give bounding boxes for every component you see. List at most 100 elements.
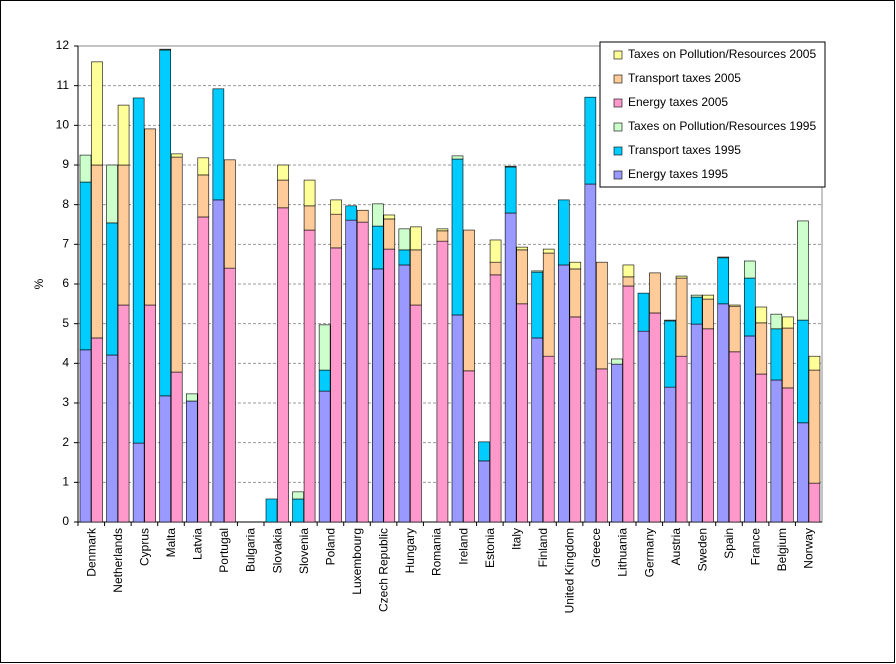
y-tick-label: 4 — [62, 356, 69, 370]
bar-segment — [318, 324, 331, 371]
bar-segment — [170, 156, 183, 373]
bar-segment — [770, 379, 783, 523]
bar-segment — [330, 199, 342, 215]
bar-segment — [144, 128, 156, 306]
bar-segment — [622, 276, 635, 287]
bar-segment — [557, 264, 570, 523]
bar-segment — [398, 264, 411, 523]
x-tick-label: Lithuania — [616, 528, 630, 577]
x-tick-label: Malta — [164, 528, 178, 558]
bar-segment — [277, 164, 289, 181]
bar-segment — [117, 304, 130, 523]
bar-segment — [516, 303, 528, 523]
bar-segment — [675, 355, 688, 523]
bar-segment — [531, 270, 544, 273]
bar-segment — [91, 164, 103, 339]
bar-segment — [478, 441, 490, 462]
bar-segment — [542, 248, 555, 254]
bar-segment — [808, 369, 821, 484]
bar-segment — [292, 498, 304, 523]
bar-segment — [675, 277, 688, 357]
bar-segment — [117, 164, 130, 306]
bar-segment — [356, 209, 369, 223]
legend-swatch — [613, 50, 623, 60]
bar-segment — [117, 104, 130, 166]
legend-swatch — [613, 122, 623, 132]
bar-segment — [451, 314, 464, 523]
bar-segment — [383, 248, 396, 523]
bar-segment — [664, 386, 676, 523]
bar-segment — [516, 246, 528, 251]
y-tick-label: 2 — [62, 435, 69, 449]
bar-segment — [569, 268, 582, 318]
bar-segment — [664, 319, 676, 322]
bar-segment — [292, 491, 304, 500]
legend-swatch — [613, 98, 623, 108]
bar-segment — [371, 225, 384, 270]
bar-segment — [797, 422, 809, 523]
bar-segment — [649, 272, 661, 314]
bar-segment — [132, 97, 145, 444]
bar-segment — [717, 256, 730, 259]
bar-segment — [463, 370, 475, 523]
x-tick-label: Denmark — [84, 527, 98, 577]
bar-segment — [398, 249, 411, 266]
bar-segment — [79, 154, 92, 183]
bar-segment — [808, 355, 821, 371]
y-axis-label: % — [32, 278, 46, 289]
bar-segment — [728, 305, 741, 353]
bar-segment — [277, 207, 289, 523]
bar-segment — [584, 183, 597, 523]
x-tick-label: Germany — [642, 528, 656, 577]
x-tick-label: France — [749, 528, 763, 566]
x-tick-label: Latvia — [191, 528, 205, 560]
x-tick-label: Finland — [536, 528, 550, 567]
bar-segment — [637, 330, 650, 523]
bar-segment — [489, 274, 502, 523]
x-tick-label: Czech Republic — [377, 528, 391, 612]
bar-segment — [797, 220, 809, 321]
bar-segment — [212, 88, 225, 201]
bar-segment — [504, 212, 517, 523]
bar-segment — [170, 153, 183, 158]
bar-segment — [410, 226, 422, 251]
x-tick-label: Luxembourg — [350, 528, 364, 595]
bar-segment — [557, 199, 570, 266]
bar-segment — [436, 230, 449, 242]
bar-segment — [132, 442, 145, 523]
bar-segment — [743, 335, 756, 523]
bar-segment — [782, 327, 794, 389]
bar-segment — [596, 368, 608, 523]
x-tick-label: United Kingdom — [563, 528, 577, 613]
bar-segment — [159, 395, 172, 523]
bar-segment — [690, 296, 703, 325]
bar-segment — [410, 249, 422, 306]
bar-segment — [770, 328, 783, 381]
bar-segment — [755, 306, 768, 324]
bar-segment — [516, 249, 528, 305]
y-tick-label: 3 — [62, 395, 69, 409]
bar-segment — [782, 387, 794, 523]
y-tick-label: 6 — [62, 276, 69, 290]
bar-segment — [79, 349, 92, 523]
x-tick-label: Romania — [430, 528, 444, 576]
bar-segment — [330, 247, 342, 523]
x-tick-label: Slovenia — [297, 528, 311, 574]
x-tick-label: Slovakia — [270, 528, 284, 574]
bar-segment — [797, 319, 809, 424]
bar-segment — [728, 304, 741, 307]
x-tick-label: Hungary — [403, 528, 417, 573]
bar-segment — [451, 158, 464, 316]
bar-segment — [436, 228, 449, 232]
legend-label: Taxes on Pollution/Resources 1995 — [628, 119, 816, 133]
bar-segment — [212, 199, 225, 523]
bar-segment — [106, 354, 118, 523]
bar-segment — [159, 48, 172, 51]
bar-segment — [489, 261, 502, 276]
bar-segment — [728, 351, 741, 523]
bar-segment — [717, 257, 730, 305]
bar-segment — [542, 252, 555, 357]
bar-segment — [755, 322, 768, 375]
